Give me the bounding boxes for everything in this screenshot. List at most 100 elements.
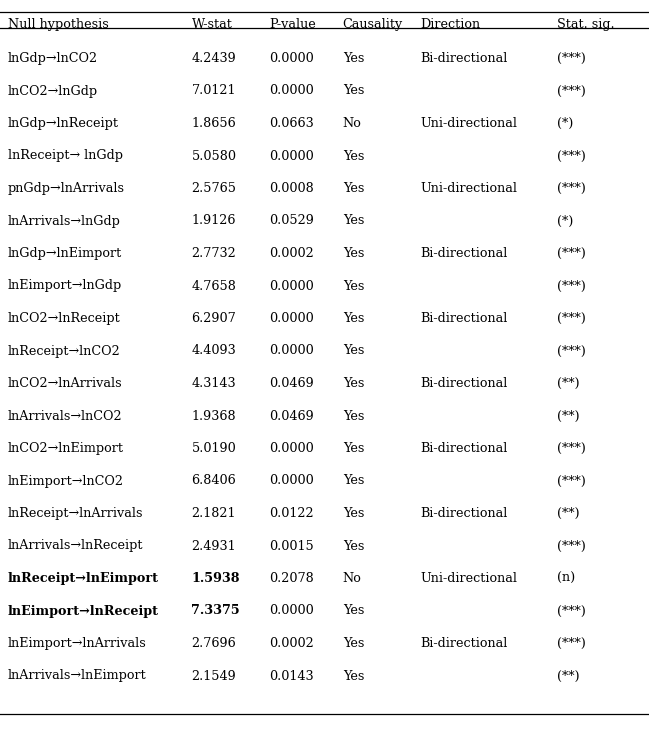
Text: Bi-directional: Bi-directional — [421, 52, 508, 65]
Text: (***): (***) — [557, 637, 585, 650]
Text: 6.2907: 6.2907 — [191, 312, 236, 325]
Text: lnCO2→lnReceipt: lnCO2→lnReceipt — [8, 312, 121, 325]
Text: Bi-directional: Bi-directional — [421, 637, 508, 650]
Text: Yes: Yes — [343, 669, 364, 682]
Text: 1.5938: 1.5938 — [191, 572, 240, 585]
Text: Yes: Yes — [343, 279, 364, 292]
Text: Yes: Yes — [343, 637, 364, 650]
Text: (***): (***) — [557, 279, 585, 292]
Text: lnReceipt→lnCO2: lnReceipt→lnCO2 — [8, 345, 121, 357]
Text: 0.0008: 0.0008 — [269, 182, 314, 195]
Text: 4.3143: 4.3143 — [191, 377, 236, 390]
Text: 5.0580: 5.0580 — [191, 149, 236, 163]
Text: 0.0122: 0.0122 — [269, 507, 314, 520]
Text: Yes: Yes — [343, 475, 364, 488]
Text: (***): (***) — [557, 604, 585, 617]
Text: Yes: Yes — [343, 85, 364, 98]
Text: 7.3375: 7.3375 — [191, 604, 240, 617]
Text: 0.0000: 0.0000 — [269, 52, 314, 65]
Text: Yes: Yes — [343, 52, 364, 65]
Text: Yes: Yes — [343, 345, 364, 357]
Text: 2.1549: 2.1549 — [191, 669, 236, 682]
Text: 6.8406: 6.8406 — [191, 475, 236, 488]
Text: Yes: Yes — [343, 442, 364, 455]
Text: lnReceipt→lnArrivals: lnReceipt→lnArrivals — [8, 507, 143, 520]
Text: 0.0000: 0.0000 — [269, 442, 314, 455]
Text: lnGdp→lnReceipt: lnGdp→lnReceipt — [8, 117, 119, 130]
Text: (***): (***) — [557, 312, 585, 325]
Text: 0.0143: 0.0143 — [269, 669, 314, 682]
Text: Yes: Yes — [343, 377, 364, 390]
Text: (***): (***) — [557, 539, 585, 553]
Text: No: No — [343, 117, 361, 130]
Text: lnCO2→lnArrivals: lnCO2→lnArrivals — [8, 377, 123, 390]
Text: 2.7732: 2.7732 — [191, 247, 236, 260]
Text: Yes: Yes — [343, 410, 364, 423]
Text: 0.0015: 0.0015 — [269, 539, 314, 553]
Text: 0.0469: 0.0469 — [269, 377, 314, 390]
Text: 4.4093: 4.4093 — [191, 345, 236, 357]
Text: 2.4931: 2.4931 — [191, 539, 236, 553]
Text: (n): (n) — [557, 572, 575, 585]
Text: 0.0529: 0.0529 — [269, 214, 314, 227]
Text: Yes: Yes — [343, 507, 364, 520]
Text: Yes: Yes — [343, 182, 364, 195]
Text: Bi-directional: Bi-directional — [421, 442, 508, 455]
Text: lnGdp→lnCO2: lnGdp→lnCO2 — [8, 52, 98, 65]
Text: 5.0190: 5.0190 — [191, 442, 236, 455]
Text: 1.9126: 1.9126 — [191, 214, 236, 227]
Text: 2.7696: 2.7696 — [191, 637, 236, 650]
Text: (***): (***) — [557, 85, 585, 98]
Text: Bi-directional: Bi-directional — [421, 377, 508, 390]
Text: 0.0002: 0.0002 — [269, 637, 314, 650]
Text: Yes: Yes — [343, 604, 364, 617]
Text: Bi-directional: Bi-directional — [421, 247, 508, 260]
Text: Causality: Causality — [343, 18, 403, 31]
Text: lnEimport→lnReceipt: lnEimport→lnReceipt — [8, 604, 159, 617]
Text: W-stat: W-stat — [191, 18, 232, 31]
Text: Yes: Yes — [343, 247, 364, 260]
Text: Stat. sig.: Stat. sig. — [557, 18, 615, 31]
Text: 0.0000: 0.0000 — [269, 604, 314, 617]
Text: lnReceipt→lnEimport: lnReceipt→lnEimport — [8, 572, 159, 585]
Text: P-value: P-value — [269, 18, 316, 31]
Text: (***): (***) — [557, 149, 585, 163]
Text: Bi-directional: Bi-directional — [421, 507, 508, 520]
Text: lnArrivals→lnGdp: lnArrivals→lnGdp — [8, 214, 121, 227]
Text: 0.0000: 0.0000 — [269, 149, 314, 163]
Text: 0.0002: 0.0002 — [269, 247, 314, 260]
Text: Direction: Direction — [421, 18, 481, 31]
Text: Yes: Yes — [343, 312, 364, 325]
Text: lnCO2→lnGdp: lnCO2→lnGdp — [8, 85, 98, 98]
Text: 0.0000: 0.0000 — [269, 345, 314, 357]
Text: lnReceipt→ lnGdp: lnReceipt→ lnGdp — [8, 149, 123, 163]
Text: (***): (***) — [557, 52, 585, 65]
Text: 0.0663: 0.0663 — [269, 117, 314, 130]
Text: 2.5765: 2.5765 — [191, 182, 236, 195]
Text: Yes: Yes — [343, 149, 364, 163]
Text: lnArrivals→lnReceipt: lnArrivals→lnReceipt — [8, 539, 143, 553]
Text: 4.2439: 4.2439 — [191, 52, 236, 65]
Text: 1.9368: 1.9368 — [191, 410, 236, 423]
Text: (***): (***) — [557, 475, 585, 488]
Text: 0.0000: 0.0000 — [269, 475, 314, 488]
Text: pnGdp→lnArrivals: pnGdp→lnArrivals — [8, 182, 125, 195]
Text: 0.0000: 0.0000 — [269, 85, 314, 98]
Text: (***): (***) — [557, 182, 585, 195]
Text: Yes: Yes — [343, 214, 364, 227]
Text: (**): (**) — [557, 669, 580, 682]
Text: (***): (***) — [557, 345, 585, 357]
Text: (*): (*) — [557, 214, 573, 227]
Text: lnEimport→lnCO2: lnEimport→lnCO2 — [8, 475, 124, 488]
Text: lnEimport→lnGdp: lnEimport→lnGdp — [8, 279, 122, 292]
Text: Null hypothesis: Null hypothesis — [8, 18, 108, 31]
Text: (*): (*) — [557, 117, 573, 130]
Text: No: No — [343, 572, 361, 585]
Text: Bi-directional: Bi-directional — [421, 312, 508, 325]
Text: Uni-directional: Uni-directional — [421, 182, 517, 195]
Text: (**): (**) — [557, 410, 580, 423]
Text: 0.0000: 0.0000 — [269, 279, 314, 292]
Text: 0.0000: 0.0000 — [269, 312, 314, 325]
Text: 0.2078: 0.2078 — [269, 572, 314, 585]
Text: Uni-directional: Uni-directional — [421, 117, 517, 130]
